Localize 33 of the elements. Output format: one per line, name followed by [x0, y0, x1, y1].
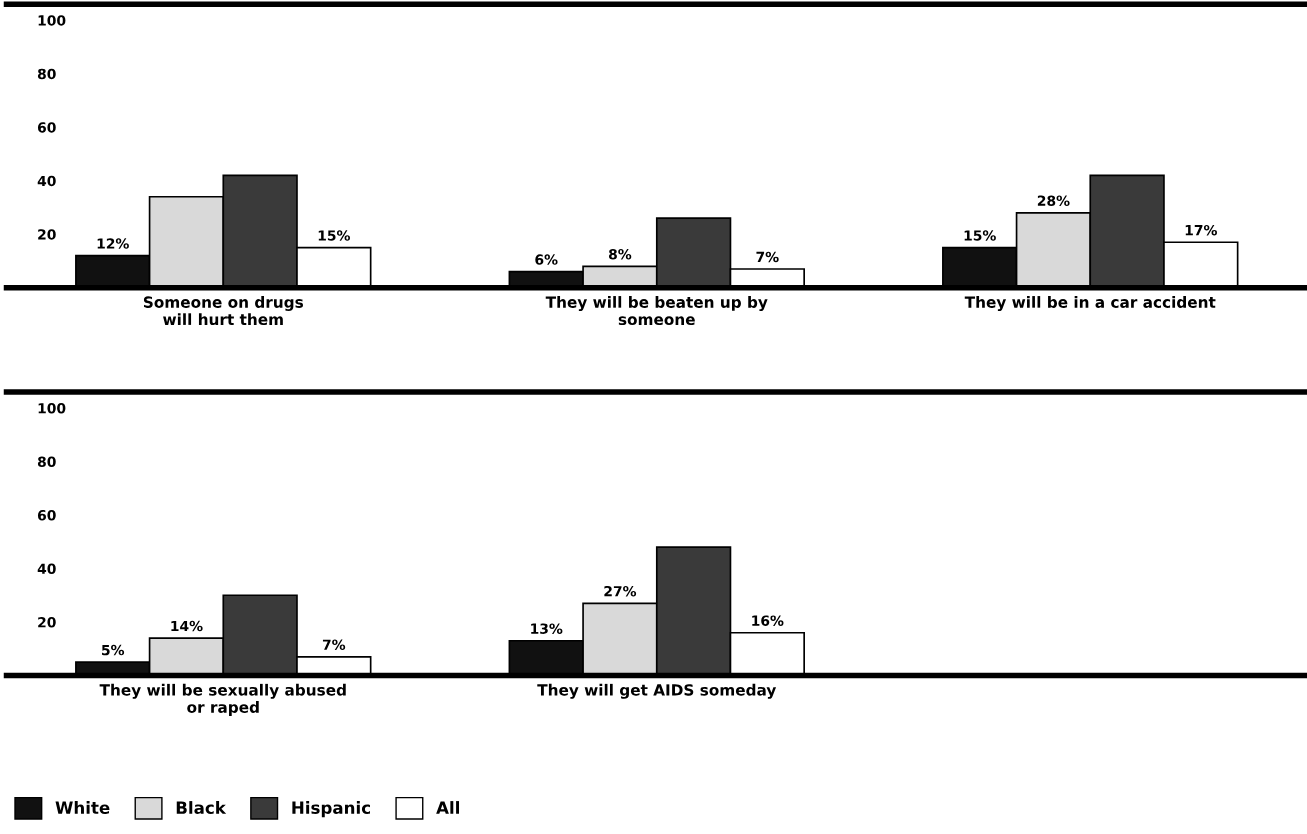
- x-tick-label: They will be in a car accident: [964, 296, 1216, 311]
- legend-label: All: [436, 801, 459, 814]
- y-tick-label: 20: [38, 229, 56, 240]
- y-tick-label: 60: [37, 510, 56, 521]
- legend-label: Black: [176, 801, 227, 814]
- data-label: 28%: [1037, 195, 1070, 206]
- x-tick-label: Someone on drugs will hurt them: [143, 296, 304, 326]
- data-label: 8%: [608, 248, 632, 260]
- y-tick-label: 80: [37, 456, 56, 468]
- y-tick-label: 40: [37, 175, 56, 187]
- legend-label: White: [55, 801, 110, 814]
- data-label: 27%: [604, 585, 637, 597]
- y-tick-label: 80: [37, 68, 56, 80]
- x-tick-label: They will be sexually abused or raped: [99, 683, 346, 716]
- data-label: 13%: [531, 623, 563, 634]
- y-tick-label: 20: [38, 617, 56, 628]
- data-label: 16%: [752, 615, 784, 626]
- data-label: 17%: [1185, 224, 1217, 236]
- data-label: 12%: [97, 238, 129, 249]
- data-label: 7%: [756, 251, 779, 263]
- data-label: 7%: [322, 639, 346, 650]
- data-label: 6%: [535, 254, 558, 265]
- legend-label: Hispanic: [292, 801, 370, 818]
- data-label: 14%: [171, 620, 203, 632]
- y-tick-label: 60: [37, 122, 56, 133]
- x-tick-label: They will get AIDS someday: [537, 683, 777, 699]
- y-tick-label: 100: [38, 403, 66, 414]
- data-label: 15%: [964, 230, 996, 241]
- data-label: 5%: [102, 644, 125, 656]
- y-tick-label: 100: [38, 15, 66, 26]
- data-label: 15%: [318, 230, 350, 241]
- y-tick-label: 40: [37, 563, 56, 575]
- x-tick-label: They will be beaten up by someone: [545, 296, 768, 326]
